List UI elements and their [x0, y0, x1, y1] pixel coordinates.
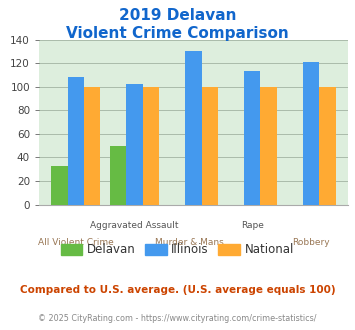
Bar: [303, 62, 319, 205]
Text: Robbery: Robbery: [292, 238, 330, 247]
Bar: [110, 146, 126, 205]
Bar: [202, 87, 218, 205]
Text: © 2025 CityRating.com - https://www.cityrating.com/crime-statistics/: © 2025 CityRating.com - https://www.city…: [38, 314, 317, 323]
Text: Compared to U.S. average. (U.S. average equals 100): Compared to U.S. average. (U.S. average …: [20, 285, 335, 295]
Bar: [244, 71, 261, 205]
Bar: [319, 87, 335, 205]
Text: Murder & Mans...: Murder & Mans...: [155, 238, 232, 247]
Text: Rape: Rape: [241, 221, 264, 230]
Text: Aggravated Assault: Aggravated Assault: [91, 221, 179, 230]
Text: 2019 Delavan: 2019 Delavan: [119, 8, 236, 23]
Text: Violent Crime Comparison: Violent Crime Comparison: [66, 26, 289, 41]
Text: All Violent Crime: All Violent Crime: [38, 238, 114, 247]
Bar: [185, 51, 202, 205]
Legend: Delavan, Illinois, National: Delavan, Illinois, National: [56, 239, 299, 261]
Bar: [84, 87, 100, 205]
Bar: [51, 166, 68, 205]
Bar: [261, 87, 277, 205]
Bar: [68, 77, 84, 205]
Bar: [126, 84, 143, 205]
Bar: [143, 87, 159, 205]
